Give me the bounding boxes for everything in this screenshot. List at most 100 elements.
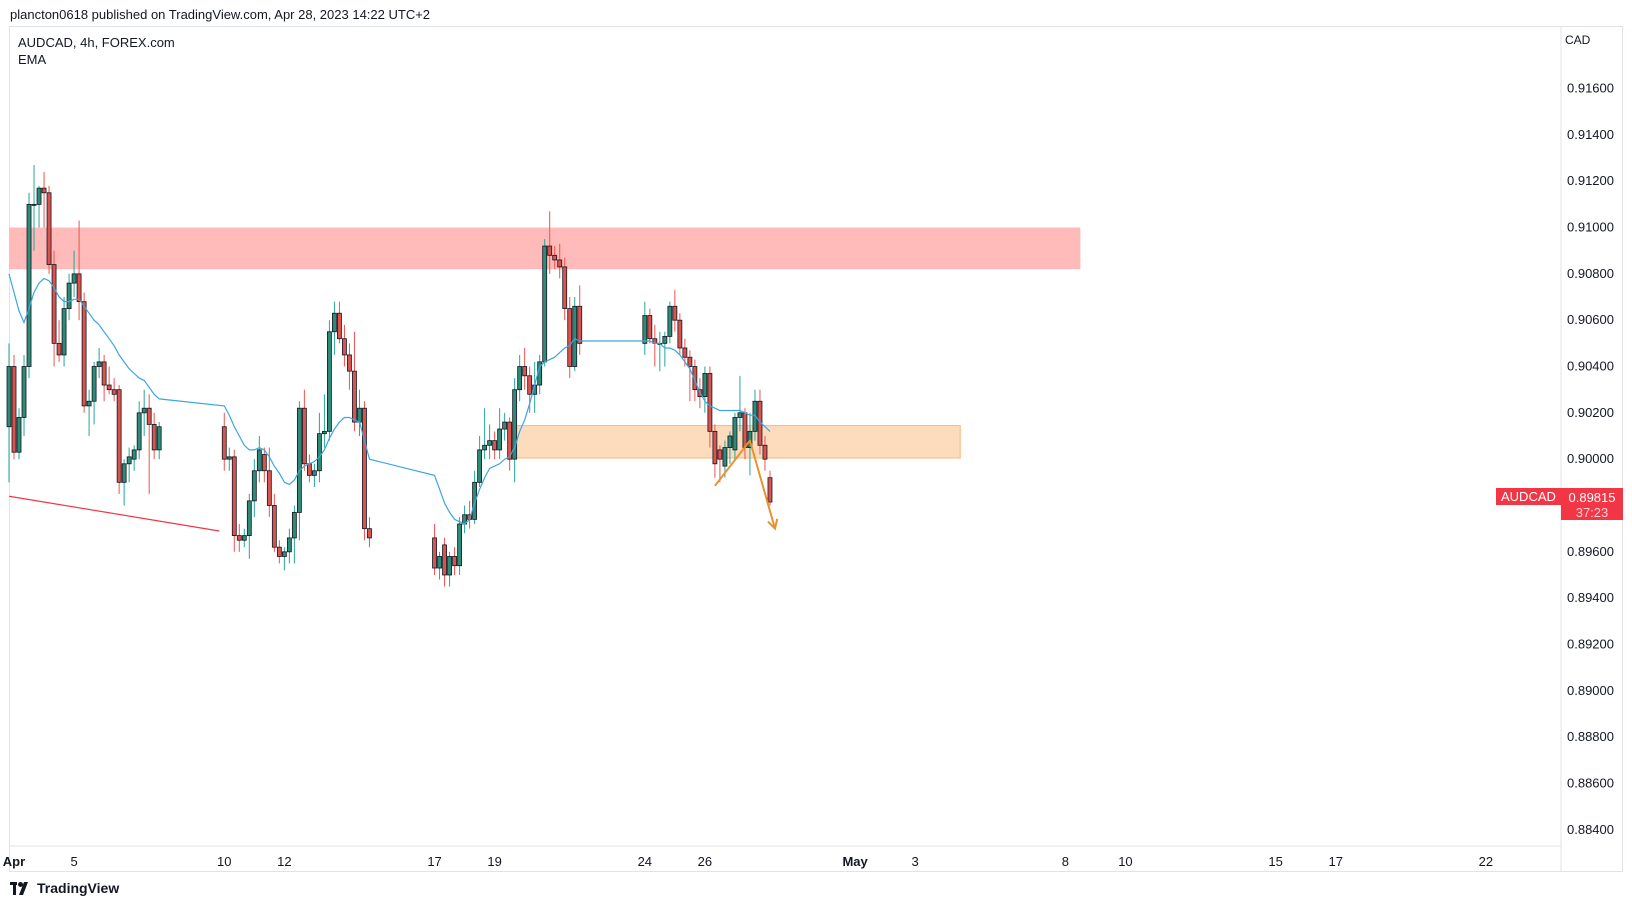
price-tick-label: 0.90400 — [1567, 359, 1614, 374]
candle-body — [642, 315, 648, 344]
indicator-legend[interactable]: EMA — [18, 52, 47, 67]
candle-body — [567, 308, 573, 367]
last-price: 0.89815 — [1568, 490, 1616, 505]
candle-up — [727, 431, 733, 464]
candle-down — [352, 331, 357, 432]
candle-body — [81, 301, 87, 407]
candle-up — [572, 297, 578, 372]
tradingview-logo[interactable]: TradingView — [10, 880, 119, 896]
candle-down — [236, 524, 242, 552]
price-axis: 0.91600 0.91400 0.91200 0.91000 0.90800 0.906… — [1567, 81, 1614, 837]
candle-body — [296, 407, 302, 513]
candle-up — [662, 331, 668, 367]
candle-body — [342, 338, 347, 356]
candle-up — [497, 408, 503, 460]
candle-body — [717, 449, 723, 460]
price-tick-label: 0.90600 — [1567, 312, 1614, 327]
candle-up — [136, 401, 142, 460]
price-tick-label: 0.88600 — [1567, 775, 1614, 790]
candle-up — [447, 551, 452, 587]
time-tick-label: 22 — [1479, 854, 1493, 869]
candle-body — [66, 282, 72, 309]
candle-up — [226, 447, 232, 471]
candle-body — [512, 389, 518, 460]
time-tick-label: 17 — [427, 854, 441, 869]
candle-body — [457, 523, 462, 567]
candle-down — [442, 537, 447, 587]
symbol-legend[interactable]: AUDCAD, 4h, FOREX.com — [18, 35, 175, 50]
candle-body — [662, 335, 668, 344]
ema-layer — [8, 273, 771, 525]
candle-body — [712, 430, 718, 465]
candle-down — [276, 540, 282, 564]
candle-up — [482, 408, 488, 460]
candle-body — [156, 426, 162, 451]
candle-down — [106, 366, 112, 395]
candle-body — [352, 370, 357, 423]
candle-body — [141, 407, 147, 414]
price-tick-label: 0.91600 — [1567, 81, 1614, 96]
trendline-layer — [8, 495, 220, 532]
candle-body — [502, 421, 508, 430]
projection-arrow — [714, 439, 776, 529]
candle-up — [61, 297, 67, 367]
price-tick-label: 0.89000 — [1567, 683, 1614, 698]
candle-up — [86, 389, 92, 436]
ema-line — [8, 273, 771, 525]
candle-body — [552, 254, 558, 261]
candle-body — [231, 456, 237, 537]
candle-down — [81, 292, 87, 413]
candle-down — [432, 524, 437, 575]
time-tick-label: 15 — [1268, 854, 1282, 869]
candle-down — [567, 297, 573, 379]
candle-down — [56, 320, 62, 362]
candle-body — [572, 305, 578, 367]
candle-body — [101, 361, 107, 386]
candle-body — [46, 192, 52, 265]
candle-up — [121, 459, 127, 506]
candle-down — [231, 449, 237, 552]
candle-down — [712, 424, 718, 478]
candle-up — [131, 445, 137, 471]
candle-body — [6, 366, 12, 428]
candle-body — [131, 449, 137, 460]
candle-up — [26, 192, 32, 379]
candle-down — [51, 250, 57, 367]
candle-body — [16, 417, 22, 453]
candle-up — [141, 389, 147, 436]
candle-body — [106, 384, 112, 391]
chart-legend[interactable]: AUDCAD, 4h, FOREX.com EMA — [18, 34, 175, 68]
candle-down — [717, 445, 723, 483]
candle-body — [301, 407, 307, 465]
time-tick-label: 5 — [70, 854, 77, 869]
candle-body — [692, 366, 698, 391]
candle-body — [672, 305, 678, 321]
price-tick-label: 0.90000 — [1567, 451, 1614, 466]
candle-down — [46, 185, 52, 274]
candle-body — [36, 187, 42, 205]
time-tick-label: 10 — [1118, 854, 1132, 869]
candle-body — [322, 430, 327, 435]
candle-body — [722, 447, 728, 467]
candle-body — [246, 500, 252, 537]
candle-body — [286, 537, 292, 553]
candle-down — [301, 389, 307, 471]
candle-down — [707, 366, 713, 448]
candle-down — [492, 431, 498, 460]
candle-up — [642, 301, 648, 355]
candle-up — [462, 505, 467, 534]
candle-body — [747, 430, 753, 448]
candle-up — [502, 412, 508, 441]
time-tick-label: Apr — [3, 854, 25, 869]
candle-body — [26, 203, 32, 367]
candle-up — [702, 366, 708, 413]
candle-up — [316, 412, 322, 483]
candle-up — [437, 551, 442, 580]
candle-body — [452, 556, 457, 567]
candle-down — [522, 347, 528, 390]
candle-body — [71, 273, 77, 284]
time-tick-label: 8 — [1062, 854, 1069, 869]
price-tick-label: 0.90800 — [1567, 266, 1614, 281]
currency-label: CAD — [1565, 33, 1591, 47]
